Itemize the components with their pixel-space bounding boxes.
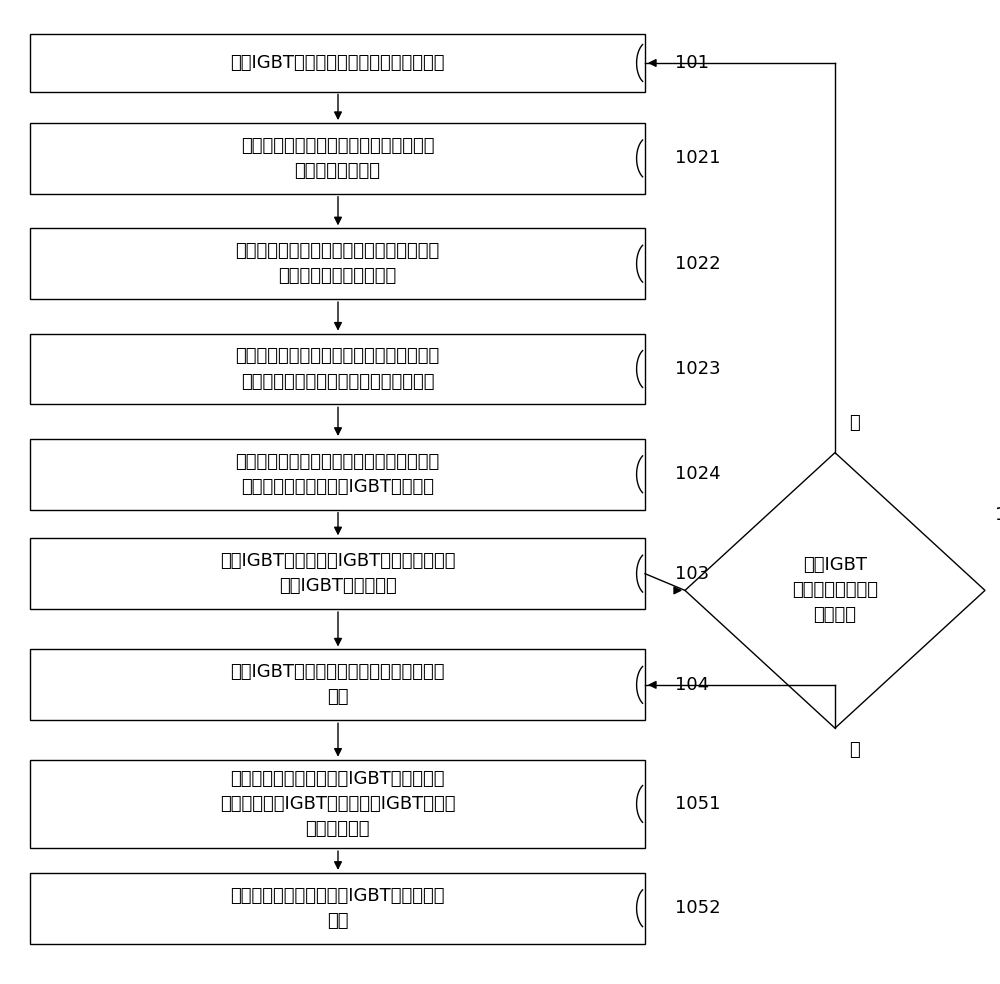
Bar	[30, 760, 645, 848]
Text: 采集IGBT的工况信息和端部特性参量数据: 采集IGBT的工况信息和端部特性参量数据	[230, 54, 445, 72]
Bar	[30, 334, 645, 404]
Text: 1024: 1024	[675, 465, 721, 483]
Bar	[30, 649, 645, 720]
Text: 106: 106	[995, 506, 1000, 523]
Bar	[30, 873, 645, 944]
Bar	[30, 34, 645, 92]
Polygon shape	[685, 453, 985, 728]
Text: 否: 否	[850, 414, 860, 432]
Text: 1023: 1023	[675, 360, 721, 378]
Bar	[30, 228, 645, 299]
Text: 分别对各组内的端部特性参量采用数据融合
方法进行处理，以获得IGBT退化因子: 分别对各组内的端部特性参量采用数据融合 方法进行处理，以获得IGBT退化因子	[235, 453, 440, 496]
Text: 是: 是	[850, 741, 860, 759]
Text: 根据所述递推关系，预测IGBT的剩余使用
寿命: 根据所述递推关系，预测IGBT的剩余使用 寿命	[230, 887, 445, 930]
Text: 1051: 1051	[675, 795, 720, 813]
Bar	[30, 439, 645, 510]
Text: 通过退化模型和当前实时IGBT退化因子，
获取当前实时IGBT退化因子与IGBT状态之
间的递推关系: 通过退化模型和当前实时IGBT退化因子， 获取当前实时IGBT退化因子与IGBT…	[220, 769, 455, 838]
Text: 判断IGBT
退化因子是否小于
预设阈值: 判断IGBT 退化因子是否小于 预设阈值	[792, 556, 878, 625]
Text: 1052: 1052	[675, 899, 721, 917]
Text: 利用IGBT退化因子作为训练样本建立退化
模型: 利用IGBT退化因子作为训练样本建立退化 模型	[230, 663, 445, 707]
Text: 1021: 1021	[675, 150, 720, 167]
Text: 对端部特性参量和测量时间点按照多组分类
工况信息进行划分，以获得多组中间数据: 对端部特性参量和测量时间点按照多组分类 工况信息进行划分，以获得多组中间数据	[235, 347, 440, 391]
Bar	[30, 538, 645, 609]
Text: 104: 104	[675, 676, 709, 694]
Text: 对工况信息采用聚类或分类方法进行处理，
以获得多组分类工况信息: 对工况信息采用聚类或分类方法进行处理， 以获得多组分类工况信息	[235, 242, 440, 285]
Text: 根据工况信息、端部特性参量和测量时间
点，得到的三元组: 根据工况信息、端部特性参量和测量时间 点，得到的三元组	[241, 137, 434, 180]
Text: 根据IGBT退化因子对IGBT状态进行评估，
确定IGBT的退化状态: 根据IGBT退化因子对IGBT状态进行评估， 确定IGBT的退化状态	[220, 552, 455, 595]
Text: 103: 103	[675, 565, 709, 583]
Text: 101: 101	[675, 54, 709, 72]
Text: 1022: 1022	[675, 255, 721, 273]
Bar	[30, 123, 645, 194]
